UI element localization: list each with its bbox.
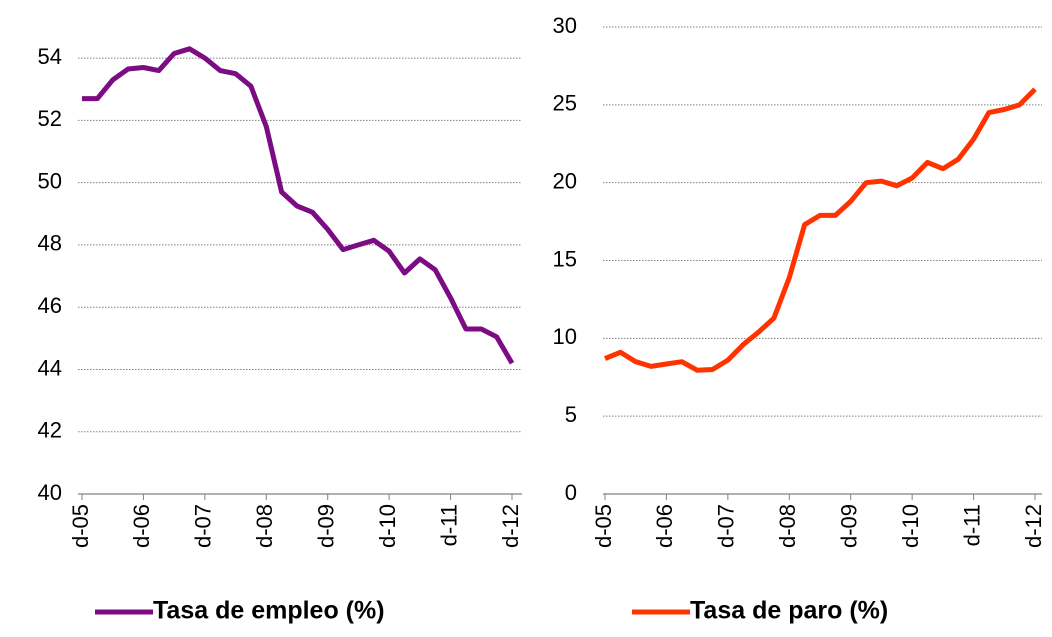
- y-tick-label: 25: [553, 91, 577, 116]
- y-tick-label: 54: [38, 44, 62, 69]
- y-tick-label: 30: [553, 13, 577, 38]
- y-tick-label: 50: [38, 168, 62, 193]
- x-tick-label: d-08: [252, 504, 277, 548]
- x-tick-label: d-05: [591, 504, 616, 548]
- x-tick-label: d-11: [959, 504, 984, 546]
- y-tick-label: 52: [38, 106, 62, 131]
- x-tick-label: d-10: [898, 504, 923, 548]
- series-line: [604, 87, 1037, 373]
- x-tick-label: d-06: [129, 504, 154, 548]
- series-line: [82, 46, 515, 365]
- y-tick-label: 10: [553, 324, 577, 349]
- y-tick-label: 5: [565, 402, 577, 427]
- x-tick-label: d-12: [498, 504, 523, 548]
- x-tick-label: d-07: [714, 504, 739, 548]
- x-tick-label: d-11: [436, 504, 461, 546]
- y-tick-label: 40: [38, 480, 62, 505]
- y-tick-label: 42: [38, 418, 62, 443]
- y-tick-label: 48: [38, 231, 62, 256]
- legend-label: Tasa de paro (%): [690, 597, 888, 625]
- legend-label: Tasa de empleo (%): [153, 597, 385, 625]
- x-tick-label: d-12: [1021, 504, 1046, 548]
- x-tick-label: d-09: [314, 504, 339, 548]
- y-tick-label: 20: [553, 168, 577, 193]
- y-tick-label: 44: [38, 355, 62, 380]
- x-tick-label: d-09: [837, 504, 862, 548]
- y-tick-label: 0: [565, 480, 577, 505]
- y-tick-label: 46: [38, 293, 62, 318]
- y-tick-label: 15: [553, 246, 577, 271]
- x-tick-label: d-05: [68, 504, 93, 548]
- x-tick-label: d-08: [775, 504, 800, 548]
- x-tick-label: d-10: [375, 504, 400, 548]
- x-tick-label: d-06: [652, 504, 677, 548]
- x-tick-label: d-07: [191, 504, 216, 548]
